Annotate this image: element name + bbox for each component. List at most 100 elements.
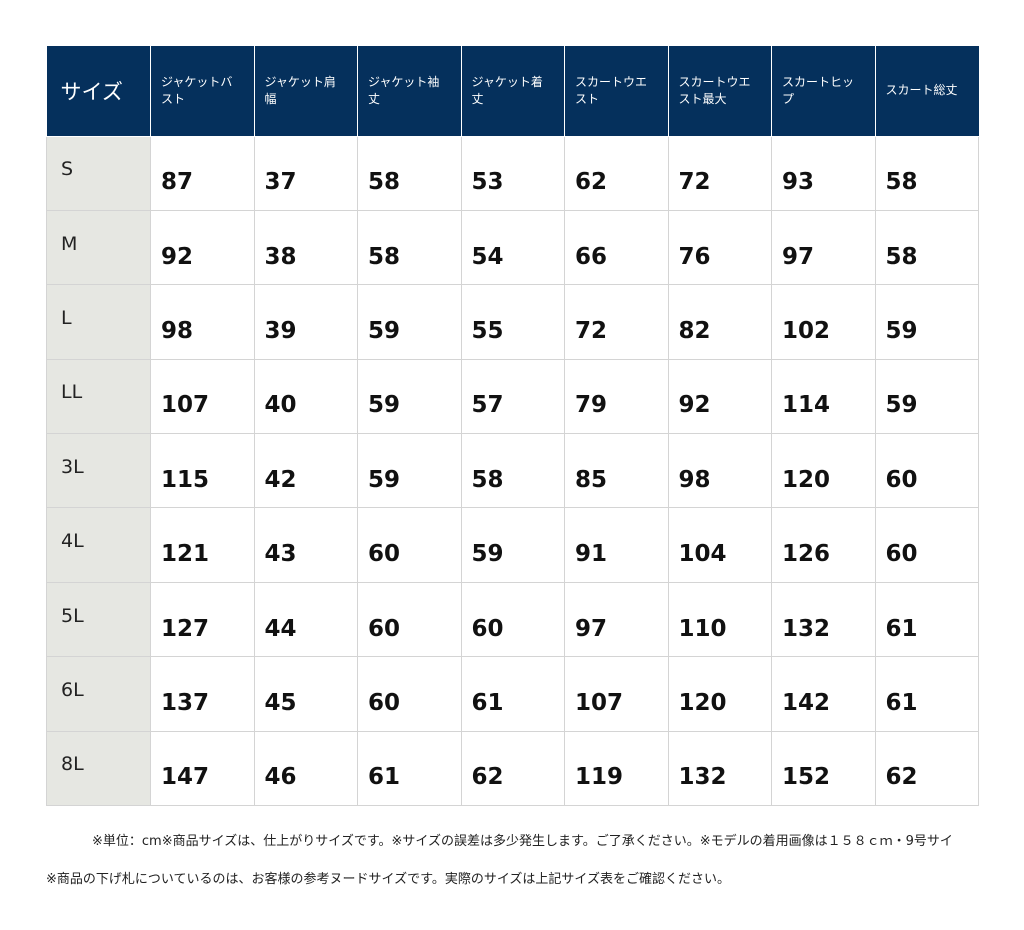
- measurement-cell: 126: [771, 507, 876, 583]
- measurement-cell: 58: [357, 135, 462, 211]
- measurement-cell: 62: [874, 730, 979, 807]
- measurement-cell: 60: [874, 507, 979, 583]
- header-label: スカート総丈: [885, 83, 958, 98]
- measurement-cell: 97: [771, 209, 876, 286]
- measurement-cell: 132: [667, 730, 772, 807]
- measurement-cell: 61: [357, 730, 462, 807]
- measurement-cell: 92: [667, 358, 772, 435]
- measurement-cell: 127: [150, 581, 255, 658]
- measurement-cell: 59: [874, 358, 979, 435]
- table-row: L 98 39 59 55 72 82 102 59: [46, 284, 979, 360]
- measurement-cell: 87: [150, 135, 255, 211]
- table-row: 5L 127 44 60 60 97 110 132 61: [46, 581, 979, 658]
- measurement-cell: 107: [564, 656, 669, 732]
- measurement-cell: 102: [771, 284, 876, 360]
- measurement-cell: 61: [874, 581, 979, 658]
- measurement-cell: 60: [874, 433, 979, 509]
- measurement-cell: 54: [460, 209, 565, 286]
- size-label-cell: L: [46, 284, 151, 360]
- table-row: 4L 121 43 60 59 91 104 126 60: [46, 507, 979, 583]
- note-units: ※単位：cm※商品サイズは、仕上がりサイズです。※サイズの誤差は多少発生します。…: [92, 834, 953, 849]
- header-label: ジャケット着丈: [471, 74, 543, 106]
- measurement-cell: 72: [564, 284, 669, 360]
- header-skirt-waist-max: スカートウエスト最大: [668, 46, 772, 137]
- measurement-cell: 58: [874, 209, 979, 286]
- header-skirt-waist: スカートウエスト: [564, 46, 669, 137]
- measurement-cell: 61: [874, 656, 979, 732]
- note-tag-size: ※商品の下げ札についているのは、お客様の参考ヌードサイズです。実際のサイズは上記…: [46, 872, 731, 887]
- measurement-cell: 120: [771, 433, 876, 509]
- header-label: スカートウエスト: [575, 74, 648, 106]
- table-row: S 87 37 58 53 62 72 93 58: [46, 135, 979, 211]
- measurement-cell: 107: [150, 358, 255, 435]
- measurement-cell: 44: [253, 581, 358, 658]
- measurement-cell: 60: [357, 581, 462, 658]
- measurement-cell: 132: [771, 581, 876, 658]
- measurement-cell: 104: [667, 507, 772, 583]
- header-row: サイズ ジャケットバスト ジャケット肩幅 ジャケット袖丈 ジャケット着丈 スカー…: [46, 46, 979, 137]
- table-row: M 92 38 58 54 66 76 97 58: [46, 209, 979, 286]
- measurement-cell: 72: [667, 135, 772, 211]
- header-jacket-sleeve: ジャケット袖丈: [357, 46, 462, 137]
- measurement-cell: 59: [460, 507, 565, 583]
- measurement-cell: 114: [771, 358, 876, 435]
- header-label: ジャケットバスト: [161, 74, 233, 106]
- measurement-cell: 142: [771, 656, 876, 732]
- measurement-cell: 137: [150, 656, 255, 732]
- measurement-cell: 45: [253, 656, 358, 732]
- size-label-cell: LL: [46, 358, 151, 435]
- size-table: サイズ ジャケットバスト ジャケット肩幅 ジャケット袖丈 ジャケット着丈 スカー…: [46, 46, 979, 807]
- measurement-cell: 60: [357, 507, 462, 583]
- measurement-cell: 57: [460, 358, 565, 435]
- measurement-cell: 120: [667, 656, 772, 732]
- measurement-cell: 98: [150, 284, 255, 360]
- table-row: 8L 147 46 61 62 119 132 152 62: [46, 730, 979, 807]
- measurement-cell: 110: [667, 581, 772, 658]
- header-skirt-hip: スカートヒップ: [771, 46, 876, 137]
- measurement-cell: 59: [357, 284, 462, 360]
- measurement-cell: 82: [667, 284, 772, 360]
- measurement-cell: 55: [460, 284, 565, 360]
- size-table-container: サイズ ジャケットバスト ジャケット肩幅 ジャケット袖丈 ジャケット着丈 スカー…: [46, 46, 979, 807]
- table-row: LL 107 40 59 57 79 92 114 59: [46, 358, 979, 435]
- measurement-cell: 147: [150, 730, 255, 807]
- measurement-cell: 37: [253, 135, 358, 211]
- measurement-cell: 62: [460, 730, 565, 807]
- size-label-cell: 4L: [46, 507, 151, 583]
- header-skirt-length: スカート総丈: [875, 46, 979, 137]
- size-label-cell: S: [46, 135, 151, 211]
- measurement-cell: 60: [460, 581, 565, 658]
- measurement-cell: 59: [357, 433, 462, 509]
- measurement-cell: 58: [874, 135, 979, 211]
- header-jacket-shoulder: ジャケット肩幅: [254, 46, 358, 137]
- header-size: サイズ: [46, 46, 151, 137]
- measurement-cell: 53: [460, 135, 565, 211]
- measurement-cell: 79: [564, 358, 669, 435]
- header-label: スカートヒップ: [782, 74, 855, 106]
- measurement-cell: 93: [771, 135, 876, 211]
- size-label-cell: 6L: [46, 656, 151, 732]
- table-row: 6L 137 45 60 61 107 120 142 61: [46, 656, 979, 732]
- measurement-cell: 121: [150, 507, 255, 583]
- measurement-cell: 119: [564, 730, 669, 807]
- measurement-cell: 92: [150, 209, 255, 286]
- size-label-cell: 3L: [46, 433, 151, 509]
- measurement-cell: 43: [253, 507, 358, 583]
- measurement-cell: 98: [667, 433, 772, 509]
- measurement-cell: 58: [357, 209, 462, 286]
- size-label-cell: 8L: [46, 730, 151, 807]
- measurement-cell: 97: [564, 581, 669, 658]
- size-label-cell: M: [46, 209, 151, 286]
- header-label: ジャケット肩幅: [264, 74, 336, 106]
- measurement-cell: 152: [771, 730, 876, 807]
- header-jacket-length: ジャケット着丈: [461, 46, 565, 137]
- measurement-cell: 61: [460, 656, 565, 732]
- size-label-cell: 5L: [46, 581, 151, 658]
- measurement-cell: 85: [564, 433, 669, 509]
- header-label: ジャケット袖丈: [368, 74, 440, 106]
- measurement-cell: 115: [150, 433, 255, 509]
- measurement-cell: 91: [564, 507, 669, 583]
- measurement-cell: 66: [564, 209, 669, 286]
- measurement-cell: 39: [253, 284, 358, 360]
- measurement-cell: 38: [253, 209, 358, 286]
